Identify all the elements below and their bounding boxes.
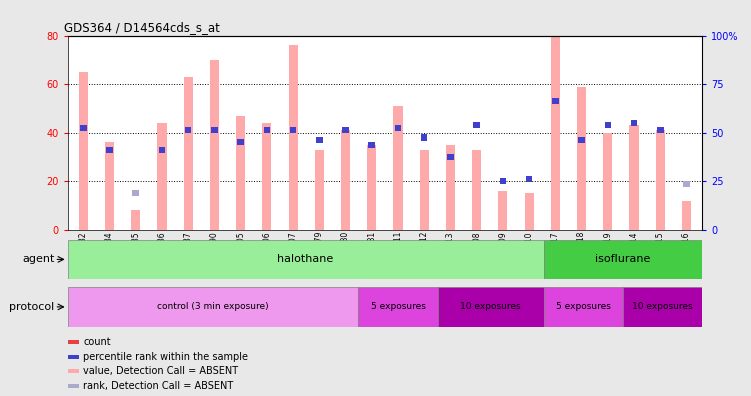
Bar (544, 240, 702, 279)
Bar (367, 145, 376, 230)
Bar (210, 60, 219, 230)
Bar (472, 150, 481, 230)
Bar (158, 147, 165, 153)
Bar (237, 139, 244, 145)
Bar (578, 137, 585, 143)
Bar (499, 178, 506, 184)
Text: 10 exposures: 10 exposures (460, 303, 521, 311)
Bar (656, 130, 665, 230)
Bar (342, 127, 348, 133)
Bar (79, 72, 88, 230)
Bar (158, 123, 167, 230)
Bar (290, 127, 297, 133)
Bar (185, 127, 192, 133)
Bar (262, 123, 271, 230)
Bar (341, 130, 350, 230)
Bar (421, 135, 427, 141)
Text: isoflurane: isoflurane (596, 254, 650, 265)
Bar (682, 200, 691, 230)
Bar (68, 340, 79, 344)
Bar (68, 240, 544, 279)
Bar (631, 120, 638, 126)
Bar (68, 287, 358, 327)
Text: protocol: protocol (9, 302, 54, 312)
Text: 5 exposures: 5 exposures (556, 303, 611, 311)
Bar (358, 287, 438, 327)
Text: 5 exposures: 5 exposures (371, 303, 426, 311)
Bar (499, 191, 508, 230)
Bar (657, 127, 663, 133)
Bar (395, 125, 401, 131)
Bar (447, 154, 454, 160)
Bar (68, 384, 79, 388)
Bar (623, 287, 702, 327)
Bar (629, 126, 638, 230)
Bar (107, 147, 113, 153)
Bar (264, 127, 270, 133)
Bar (394, 106, 403, 230)
Bar (603, 133, 612, 230)
Bar (68, 355, 79, 359)
Bar (438, 287, 544, 327)
Text: GDS364 / D14564cds_s_at: GDS364 / D14564cds_s_at (65, 21, 220, 34)
Text: value, Detection Call = ABSENT: value, Detection Call = ABSENT (83, 366, 239, 376)
Text: agent: agent (22, 254, 54, 265)
Text: percentile rank within the sample: percentile rank within the sample (83, 352, 249, 362)
Text: 10 exposures: 10 exposures (632, 303, 693, 311)
Bar (420, 150, 429, 230)
Bar (526, 176, 532, 182)
Bar (315, 150, 324, 230)
Bar (132, 190, 139, 196)
Bar (473, 122, 480, 128)
Bar (80, 125, 86, 131)
Bar (105, 142, 114, 230)
Bar (446, 145, 455, 230)
Text: rank, Detection Call = ABSENT: rank, Detection Call = ABSENT (83, 381, 234, 391)
Bar (550, 36, 560, 230)
Bar (211, 127, 218, 133)
Bar (131, 210, 140, 230)
Bar (524, 193, 534, 230)
Text: halothane: halothane (277, 254, 333, 265)
Text: count: count (83, 337, 111, 347)
Bar (544, 287, 623, 327)
Bar (184, 77, 193, 230)
Bar (288, 45, 297, 230)
Bar (683, 181, 689, 187)
Bar (605, 122, 611, 128)
Bar (316, 137, 323, 143)
Bar (236, 116, 246, 230)
Bar (369, 142, 375, 148)
Bar (577, 87, 586, 230)
Bar (68, 369, 79, 373)
Text: control (3 min exposure): control (3 min exposure) (157, 303, 269, 311)
Bar (552, 98, 559, 104)
